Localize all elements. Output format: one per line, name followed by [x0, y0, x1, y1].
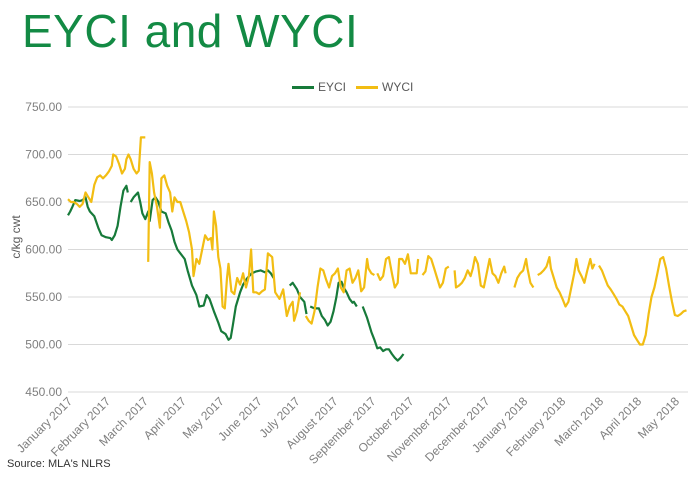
- x-tick-label: December 2017: [422, 394, 493, 465]
- series-line-wyci: [376, 253, 420, 289]
- series-line-eyci: [309, 280, 358, 327]
- legend-item-wyci: WYCI: [356, 80, 413, 94]
- x-tick-label: November 2017: [384, 394, 455, 465]
- legend-swatch-eyci: [292, 85, 314, 89]
- series-line-eyci: [361, 306, 405, 362]
- legend-label-wyci: WYCI: [382, 80, 414, 94]
- series-line-eyci: [67, 184, 129, 242]
- series-line-wyci: [67, 136, 146, 208]
- series-line-wyci: [147, 161, 302, 322]
- y-axis-ticks: 750.00 700.00 650.00 600.00 550.00 500.00 450.…: [25, 100, 62, 399]
- legend-label-eyci: EYCI: [318, 80, 347, 94]
- series-line-wyci: [453, 256, 507, 289]
- legend-item-eyci: EYCI: [292, 80, 346, 94]
- y-axis-label: c/kg cwt: [9, 215, 23, 259]
- source-note: Source: MLA's NLRS: [7, 458, 111, 470]
- y-tick-label: 450.00: [25, 385, 62, 399]
- x-tick-label: May 2018: [635, 394, 682, 441]
- series-lines: [67, 136, 687, 362]
- chart-legend: EYCI WYCI: [292, 80, 423, 94]
- series-line-wyci: [598, 256, 687, 346]
- grid-lines: [68, 106, 688, 393]
- y-tick-label: 650.00: [25, 195, 62, 209]
- series-line-wyci: [304, 257, 375, 325]
- y-tick-label: 550.00: [25, 290, 62, 304]
- legend-swatch-wyci: [356, 85, 379, 89]
- series-line-eyci: [129, 191, 275, 341]
- y-tick-label: 700.00: [25, 148, 62, 162]
- series-line-wyci: [513, 257, 535, 289]
- y-tick-label: 750.00: [25, 100, 62, 114]
- series-line-eyci: [288, 281, 308, 315]
- series-line-wyci: [537, 256, 596, 308]
- y-tick-label: 600.00: [25, 243, 62, 257]
- series-line-wyci: [421, 255, 450, 289]
- x-tick-label: September 2017: [306, 394, 379, 467]
- chart-title: EYCI and WYCI: [22, 5, 359, 57]
- y-tick-label: 500.00: [25, 338, 62, 352]
